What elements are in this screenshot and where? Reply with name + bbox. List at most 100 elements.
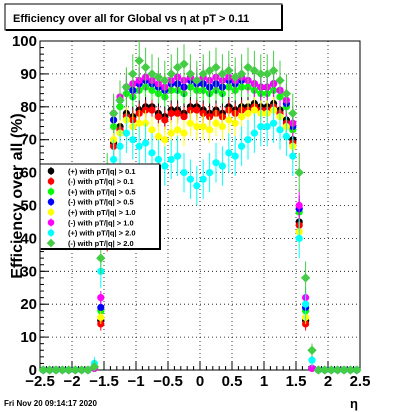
x-tick-label: 1.5 [286,373,307,390]
data-point [154,113,162,121]
data-point [57,365,68,375]
data-point [135,142,143,150]
y-tick-label: 50 [20,198,37,215]
data-point [161,116,169,124]
y-tick-label: 0 [29,362,37,379]
data-point [51,365,61,375]
data-point [193,106,201,114]
data-point [174,152,182,160]
data-point [250,106,258,114]
legend-label: (+) with pT/|q| > 1.0 [68,208,136,217]
legend-marker [47,198,55,206]
data-point [148,149,156,157]
data-point [121,82,132,92]
legend-entry: (-) with pT/|q| > 0.1 [47,177,134,186]
y-tick-label: 90 [20,66,37,83]
legend-label: (-) with pT/|q| > 0.5 [68,198,134,207]
data-point [180,169,188,177]
data-point [64,365,74,375]
data-point [295,201,303,210]
y-axis-title: Efficiency over all (%) [9,113,26,278]
data-point [153,72,164,82]
data-point [128,69,138,79]
legend-label: (+) with pT/|q| > 0.5 [68,187,136,196]
data-point [212,159,220,167]
data-point [238,113,246,121]
data-point [217,69,228,79]
legend-entry: (+) with pT/|q| > 2.0 [47,229,136,238]
y-tick-label: 10 [20,329,37,346]
data-point [276,126,284,134]
data-point [332,365,343,375]
data-point [288,108,298,119]
chart-title: Efficiency over all for Global vs η at p… [13,13,249,25]
legend-label: (-) with pT/|q| > 2.0 [68,239,134,248]
data-point [308,364,316,372]
x-tick-label: −2.5 [25,373,55,390]
legend-entries: (+) with pT/|q| > 0.1(-) with pT/|q| > 0… [46,167,136,248]
data-point [256,69,266,79]
data-point [110,136,118,144]
x-axis-title: η [350,396,358,411]
data-point [167,129,175,137]
legend-shadow-right [159,165,161,250]
data-point [147,69,157,79]
y-tick-label: 60 [20,165,37,182]
data-point [148,126,156,134]
title-box [4,3,283,31]
data-point [108,108,119,119]
legend-shadow-bottom [41,248,161,250]
x-tick-label: 0 [196,373,204,390]
title-box-shadow-right [281,5,283,31]
data-point [154,132,162,141]
y-tick-label: 70 [20,132,37,149]
data-point [243,62,253,72]
data-point [211,62,221,72]
data-point [320,365,330,375]
data-point [231,119,239,127]
data-point [110,155,118,164]
data-point [192,75,202,86]
y-tick-labels: 0 10 20 30 40 50 60 70 80 90 100 [12,33,37,379]
data-point [263,122,271,131]
legend: (+) with pT/|q| > 0.1(-) with pT/|q| > 0… [39,163,161,250]
data-point [244,136,252,144]
data-point [122,129,130,137]
legend-marker [47,208,55,216]
data-point [218,162,226,170]
data-point [185,69,196,79]
data-point [180,129,188,137]
data-point [231,152,239,160]
data-point [167,155,175,164]
legend-entry: (+) with pT/|q| > 0.1 [47,167,136,176]
data-point [166,69,176,79]
legend-marker [47,219,55,226]
data-point [218,122,226,131]
data-point [174,109,182,117]
data-point [236,69,247,79]
data-point [167,109,175,117]
data-point [135,119,143,127]
data-point [198,69,208,79]
y-tick-label: 30 [20,263,37,280]
data-series [38,41,362,375]
data-point [206,169,214,177]
legend-entry: (-) with pT/|q| > 2.0 [46,238,134,248]
legend-label: (+) with pT/|q| > 2.0 [68,229,136,238]
data-point [154,155,162,164]
data-point [199,122,207,131]
data-point [230,72,240,82]
data-point [172,62,183,72]
data-point [250,129,258,137]
data-point [225,149,233,157]
data-point [268,65,279,76]
data-point [270,119,278,127]
data-point [134,56,144,66]
data-point [313,365,324,375]
data-point [275,75,285,86]
data-point [339,365,349,375]
data-point [212,119,220,127]
data-point [326,365,336,375]
y-tick-label: 40 [20,230,37,247]
